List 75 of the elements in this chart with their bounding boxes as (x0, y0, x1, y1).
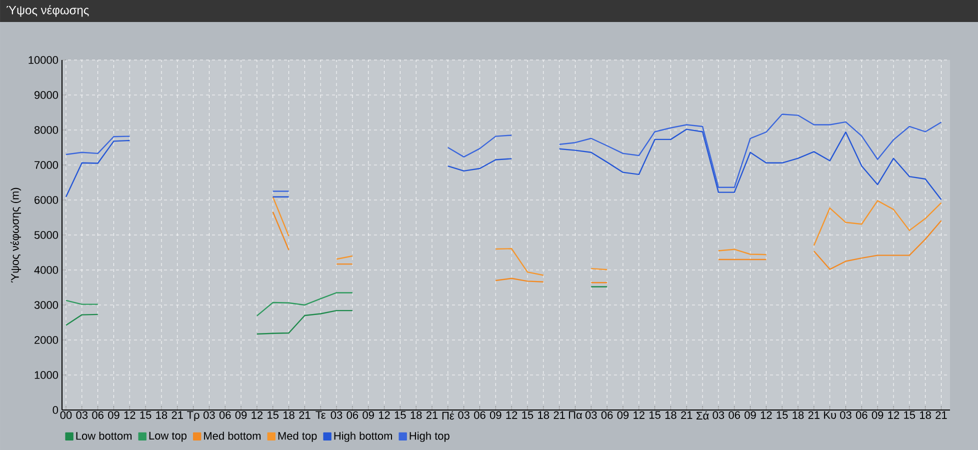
x-tick-label: 12 (760, 411, 772, 419)
x-tick-label: 21 (936, 411, 947, 419)
x-tick-label: 18 (156, 411, 168, 419)
legend-label: Med bottom (204, 432, 261, 440)
x-tick-label: 12 (634, 411, 644, 419)
x-tick-label: Κυ (824, 411, 836, 419)
legend-label: High bottom (334, 432, 392, 442)
x-tick-label: 12 (124, 411, 136, 419)
x-tick-label: 03 (76, 411, 88, 419)
x-tick-label: 06 (474, 411, 486, 419)
x-tick-label: 18 (792, 411, 804, 419)
legend-label: Med top (278, 432, 317, 442)
x-tick-label: 15 (650, 411, 660, 419)
x-tick-label: Πέ (442, 411, 454, 420)
x-tick-label: 03 (585, 411, 597, 419)
x-tick-label: 21 (299, 411, 310, 419)
x-tick-label: 15 (140, 411, 152, 419)
x-tick-label: 06 (92, 411, 104, 419)
x-tick-label: 12 (888, 411, 900, 419)
x-tick-label: 09 (362, 411, 374, 419)
x-tick-label: 09 (108, 411, 120, 419)
x-tick-label: 18 (283, 411, 294, 419)
x-tick-label: 03 (840, 411, 852, 419)
x-tick-label: 12 (506, 411, 518, 419)
x-tick-label: 21 (554, 411, 565, 419)
x-tick-label: 09 (490, 411, 502, 419)
chart-title: Ύψος νέφωσης (6, 5, 89, 17)
y-tick-label: 7000 (34, 161, 58, 169)
x-tick-label: Τε (316, 411, 326, 419)
y-tick-label: 2000 (34, 336, 58, 344)
x-tick-label: 12 (378, 411, 390, 419)
x-tick-label: 09 (872, 411, 884, 419)
x-tick-label: 21 (426, 411, 438, 419)
y-tick-label: 4000 (34, 266, 58, 274)
y-tick-label: 1000 (34, 371, 58, 379)
legend-label: Low top (149, 432, 187, 442)
y-tick-label: 6000 (34, 196, 58, 204)
x-tick-label: Πα (568, 411, 582, 419)
x-tick-label: 15 (904, 411, 916, 419)
y-tick-label: 8000 (34, 126, 58, 134)
x-tick-label: 03 (204, 411, 215, 419)
x-tick-label: 21 (808, 411, 820, 419)
x-tick-label: 18 (920, 411, 931, 419)
x-tick-label: 06 (601, 411, 613, 419)
x-tick-label: 15 (776, 411, 788, 419)
x-tick-label: 18 (538, 411, 550, 419)
x-tick-label: 03 (458, 411, 470, 419)
x-tick-label: 18 (665, 411, 676, 419)
x-tick-label: 06 (728, 411, 740, 419)
x-tick-label: Σά (696, 411, 709, 420)
x-tick-label: 06 (346, 411, 358, 419)
y-tick-label: 5000 (34, 231, 58, 239)
y-tick-label: 10000 (28, 56, 58, 64)
x-tick-label: 21 (681, 411, 692, 419)
x-tick-label: 00 (60, 411, 72, 419)
x-tick-label: 15 (522, 411, 534, 419)
x-tick-label: 06 (856, 411, 868, 419)
x-tick-label: 03 (712, 411, 724, 419)
x-tick-label: 15 (394, 411, 406, 419)
legend-label: High top (410, 432, 450, 442)
x-tick-label: 03 (330, 411, 342, 419)
y-tick-label: 0 (52, 406, 58, 414)
x-tick-label: 09 (235, 411, 247, 419)
y-axis-title: Ύψος νέφωσης (m) (10, 188, 22, 282)
y-tick-label: 9000 (34, 91, 58, 99)
x-tick-label: 21 (172, 411, 183, 419)
x-tick-label: 06 (219, 411, 231, 419)
x-tick-label: Τρ (187, 411, 200, 422)
x-tick-label: 15 (268, 411, 279, 419)
x-tick-label: 12 (252, 411, 263, 419)
x-tick-label: 18 (410, 411, 422, 419)
x-tick-label: 09 (744, 411, 756, 419)
x-tick-label: 09 (617, 411, 629, 419)
legend-label: Low bottom (76, 432, 132, 440)
y-tick-label: 3000 (34, 301, 58, 309)
